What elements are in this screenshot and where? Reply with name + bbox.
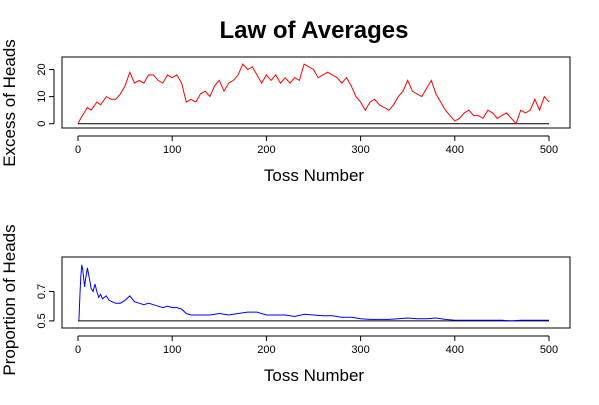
proportion-heads-x-tick-label: 300 bbox=[351, 344, 369, 356]
excess-heads-x-tick-label: 500 bbox=[540, 144, 558, 156]
proportion-heads-series-line bbox=[78, 264, 549, 322]
chart-title: Law of Averages bbox=[220, 17, 409, 44]
excess-heads-series-line bbox=[77, 63, 550, 125]
excess-heads-y-axis-title: Excess of Heads bbox=[0, 39, 19, 167]
excess-heads-y-tick-label: 20 bbox=[36, 63, 48, 75]
excess-heads-marks: 0 100 200 300 400 500 0 10 20 bbox=[36, 63, 558, 156]
excess-heads-x-tick-label: 0 bbox=[75, 144, 81, 156]
proportion-heads-y-axis-title: Proportion of Heads bbox=[0, 224, 19, 375]
excess-heads-y-tick-label: 10 bbox=[36, 91, 48, 103]
proportion-heads-x-tick-label: 500 bbox=[540, 344, 558, 356]
proportion-heads-y-tick-label: 0.7 bbox=[36, 284, 48, 299]
proportion-heads-x-tick-label: 100 bbox=[163, 344, 181, 356]
proportion-heads-x-tick-label: 200 bbox=[257, 344, 275, 356]
excess-heads-x-tick-label: 400 bbox=[446, 144, 464, 156]
proportion-heads-x-tick-label: 0 bbox=[75, 344, 81, 356]
excess-heads-plot-frame bbox=[61, 56, 571, 129]
excess-heads-panel: 0 100 200 300 400 500 0 10 20 Toss Number Excess… bbox=[0, 39, 571, 185]
proportion-heads-x-axis-title: Toss Number bbox=[264, 366, 364, 385]
proportion-heads-y-tick-label: 0.5 bbox=[36, 313, 48, 328]
proportion-heads-x-tick-label: 400 bbox=[446, 344, 464, 356]
excess-heads-y-tick-label: 0 bbox=[36, 121, 48, 127]
proportion-heads-plot-frame bbox=[61, 256, 571, 329]
excess-heads-x-tick-label: 300 bbox=[351, 144, 369, 156]
excess-heads-x-axis-title: Toss Number bbox=[264, 166, 364, 185]
proportion-heads-panel: 0 100 200 300 400 500 0.5 0.7 Toss Number Propo… bbox=[0, 224, 571, 385]
proportion-heads-marks: 0 100 200 300 400 500 0.5 0.7 bbox=[36, 264, 558, 356]
excess-heads-x-tick-label: 200 bbox=[257, 144, 275, 156]
excess-heads-x-tick-label: 100 bbox=[163, 144, 181, 156]
